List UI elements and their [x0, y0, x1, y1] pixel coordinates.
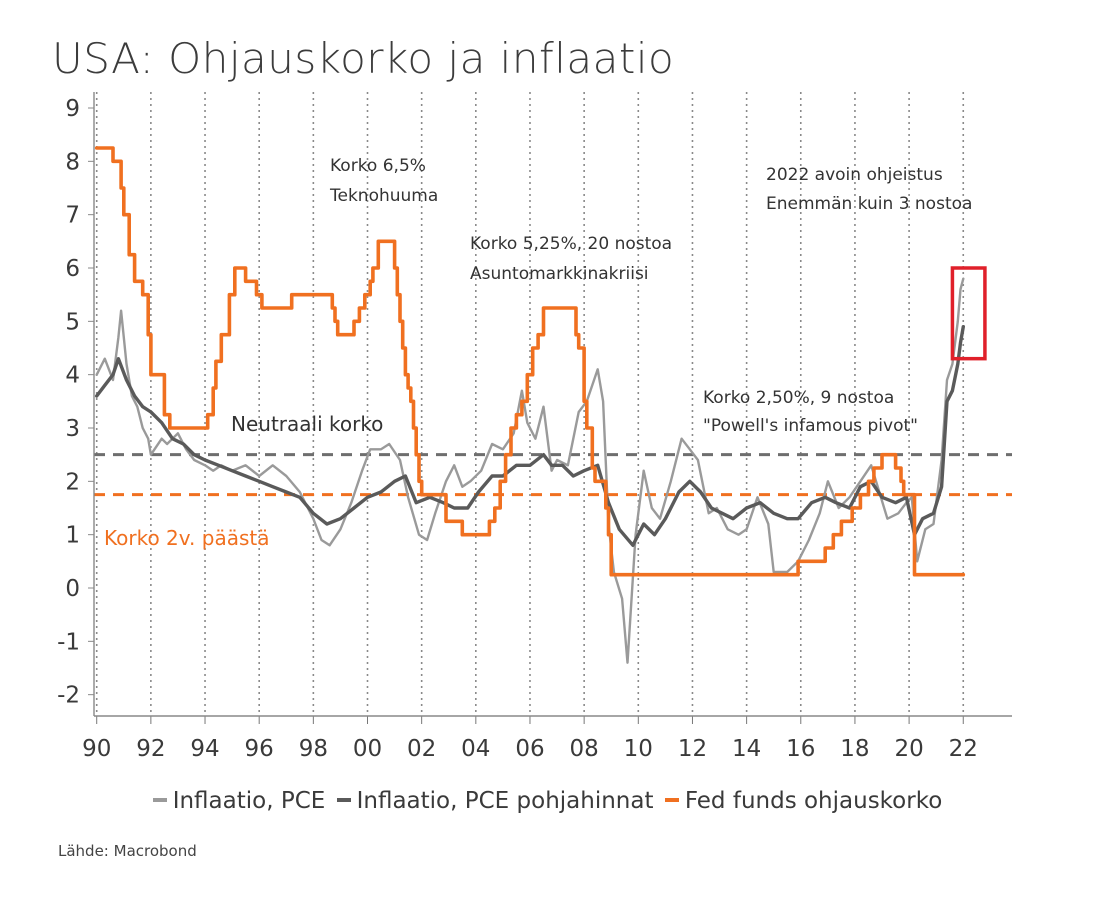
highlight-box: [950, 266, 987, 361]
x-tick-label: 96: [245, 736, 274, 762]
x-tick-label: 18: [840, 736, 869, 762]
legend-swatch-pce: [152, 797, 167, 802]
y-tick-label: 4: [65, 363, 80, 389]
x-tick-label: 20: [894, 736, 923, 762]
x-tick-label: 22: [949, 736, 978, 762]
x-tick-label: 12: [678, 736, 707, 762]
annotation-ohjeistus-line2: Enemmän kuin 3 nostoa: [766, 194, 972, 214]
annotation-ohjeistus-line1: 2022 avoin ohjeistus: [766, 165, 943, 185]
x-tick-label: 06: [515, 736, 544, 762]
y-tick-label: -1: [57, 629, 80, 655]
y-tick-label: 6: [65, 256, 80, 282]
annotation-korko65-line1: Korko 6,5%: [330, 156, 426, 176]
x-tick-label: 00: [353, 736, 382, 762]
chart-title: USA: Ohjauskorko ja inflaatio: [52, 34, 675, 83]
annotation-korko525-line1: Korko 5,25%, 20 nostoa: [470, 234, 672, 254]
legend-swatch-core-pce: [336, 797, 351, 802]
y-tick-label: 9: [65, 96, 80, 122]
legend: Inflaatio, PCE Inflaatio, PCE pohjahinna…: [0, 788, 1095, 814]
legend-swatch-fed-funds: [664, 797, 679, 802]
series-line-core-pce: [95, 325, 965, 547]
y-tick-label: 8: [65, 149, 80, 175]
legend-item-fed-funds: Fed funds ohjauskorko: [664, 788, 943, 814]
x-tick-label: 04: [461, 736, 490, 762]
annotation-korko250-line1: Korko 2,50%, 9 nostoa: [703, 388, 894, 408]
chart-plot: 90 92 94 96 98 00 02 04 06 08 10 12 14 16 18 20 22-2-101…: [57, 92, 1012, 762]
y-tick-label: 7: [65, 203, 80, 229]
y-tick-label: 5: [65, 309, 80, 335]
x-tick-label: 08: [570, 736, 599, 762]
y-tick-label: 2: [65, 469, 80, 495]
x-tick-label: 16: [786, 736, 815, 762]
annotation-korko65-line2: Teknohuuma: [329, 186, 438, 206]
axes: 90 92 94 96 98 00 02 04 06 08 10 12 14 16 18 20 22-2-101…: [57, 92, 1012, 762]
annotation-korko250-line2: "Powell's infamous pivot": [703, 416, 918, 436]
x-tick-label: 10: [624, 736, 653, 762]
x-tick-label: 94: [190, 736, 219, 762]
y-tick-label: 3: [65, 416, 80, 442]
series-layer: [94, 146, 987, 664]
y-tick-label: 1: [65, 523, 80, 549]
legend-item-core-pce: Inflaatio, PCE pohjahinnat: [336, 788, 654, 814]
x-tick-label: 98: [299, 736, 328, 762]
annotation-neutral-rate: Neutraali korko: [231, 412, 383, 436]
source-note: Lähde: Macrobond: [58, 842, 197, 860]
x-tick-label: 02: [407, 736, 436, 762]
y-tick-label: -2: [57, 683, 80, 709]
x-tick-label: 90: [82, 736, 111, 762]
legend-item-pce: Inflaatio, PCE: [152, 788, 326, 814]
legend-label-pce: Inflaatio, PCE: [172, 788, 326, 814]
x-tick-label: 14: [732, 736, 761, 762]
annotations: Korko 6,5% Teknohuuma Korko 5,25%, 20 no…: [104, 156, 972, 550]
grid-layer: [95, 92, 965, 716]
annotation-rate-2y: Korko 2v. päästä: [104, 526, 270, 550]
series-line-fed-funds: [94, 146, 966, 577]
annotation-korko525-line2: Asuntomarkkinakriisi: [470, 264, 649, 284]
y-tick-label: 0: [65, 576, 80, 602]
legend-label-core-pce: Inflaatio, PCE pohjahinnat: [356, 788, 654, 814]
x-tick-label: 92: [136, 736, 165, 762]
legend-label-fed-funds: Fed funds ohjauskorko: [684, 788, 943, 814]
